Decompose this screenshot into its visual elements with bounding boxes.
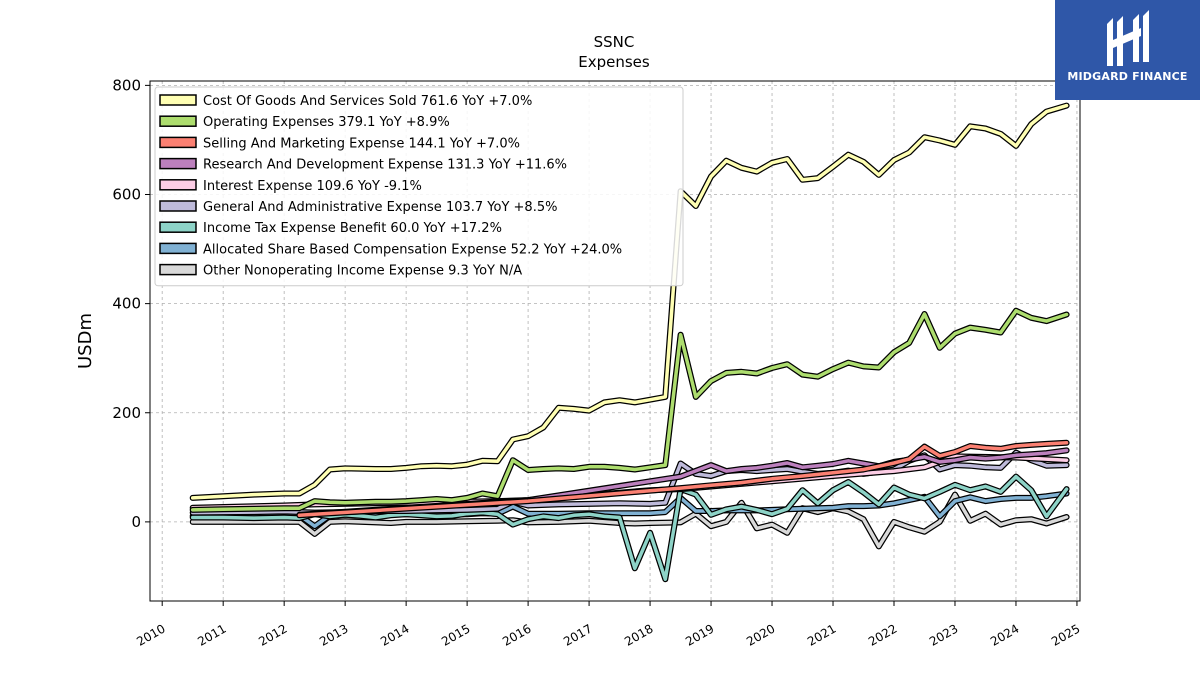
series-lines xyxy=(189,102,1070,583)
x-tick-label: 2014 xyxy=(378,621,411,648)
y-tick-label: 0 xyxy=(131,513,141,531)
chart-title: SSNC xyxy=(594,33,635,51)
series-line xyxy=(189,102,1070,501)
legend-label: Interest Expense 109.6 YoY -9.1% xyxy=(203,179,422,194)
plot-frame xyxy=(149,80,1081,602)
x-tick-label: 2025 xyxy=(1049,621,1082,648)
series-line-stroke xyxy=(190,103,1069,500)
legend-item: Operating Expenses 379.1 YoY +8.9% xyxy=(159,115,450,130)
x-tick-label: 2020 xyxy=(744,621,777,648)
legend-label: Income Tax Expense Benefit 60.0 YoY +17.… xyxy=(203,221,502,236)
series-line-stroke xyxy=(190,474,1069,581)
series-line xyxy=(189,473,1070,583)
y-axis-label: USDm xyxy=(75,313,96,369)
legend-item: Income Tax Expense Benefit 60.0 YoY +17.… xyxy=(159,221,502,236)
legend-label: Other Nonoperating Income Expense 9.3 Yo… xyxy=(203,264,522,279)
legend-swatch xyxy=(159,263,197,276)
legend-item: Selling And Marketing Expense 144.1 YoY … xyxy=(159,136,520,151)
legend-box xyxy=(154,86,684,287)
legend-label: Research And Development Expense 131.3 Y… xyxy=(203,158,567,173)
legend-swatch xyxy=(159,221,197,233)
x-tick-label: 2016 xyxy=(500,621,533,648)
legend-label: Allocated Share Based Compensation Expen… xyxy=(203,242,622,257)
series-line-stroke xyxy=(297,441,1069,518)
legend-swatch xyxy=(159,200,197,212)
legend: Cost Of Goods And Services Sold 761.6 Yo… xyxy=(154,86,684,287)
x-tick-label: 2012 xyxy=(256,621,289,648)
x-tick-label: 2022 xyxy=(866,621,899,648)
brand-name: MIDGARD FINANCE xyxy=(1067,70,1188,83)
legend-swatch xyxy=(159,157,197,170)
brand-logo: MIDGARD FINANCE xyxy=(1055,0,1200,100)
x-tick-label: 2021 xyxy=(805,621,838,648)
legend-item: Cost Of Goods And Services Sold 761.6 Yo… xyxy=(159,94,532,109)
x-tick-label: 2024 xyxy=(988,621,1021,648)
x-tick-label: 2018 xyxy=(622,621,655,648)
legend-label: Cost Of Goods And Services Sold 761.6 Yo… xyxy=(203,94,532,109)
legend-item: General And Administrative Expense 103.7… xyxy=(159,200,557,215)
x-tick-label: 2013 xyxy=(317,621,350,648)
y-tick-label: 200 xyxy=(112,404,141,422)
legend-swatch xyxy=(159,242,197,255)
brand-mark-icon xyxy=(1107,10,1149,66)
chart-subtitle: Expenses xyxy=(578,53,650,71)
series-line xyxy=(296,439,1070,519)
legend-item: Research And Development Expense 131.3 Y… xyxy=(159,157,567,173)
legend-swatch xyxy=(159,136,197,149)
legend-item: Interest Expense 109.6 YoY -9.1% xyxy=(159,179,422,194)
y-tick-label: 600 xyxy=(112,185,141,203)
legend-swatch xyxy=(159,179,197,191)
legend-label: Selling And Marketing Expense 144.1 YoY … xyxy=(203,136,520,151)
x-tick-label: 2010 xyxy=(134,621,167,648)
legend-item: Other Nonoperating Income Expense 9.3 Yo… xyxy=(159,263,522,279)
legend-swatch xyxy=(159,94,197,106)
series-line xyxy=(189,307,1070,513)
legend-label: Operating Expenses 379.1 YoY +8.9% xyxy=(203,115,450,130)
legend-swatch xyxy=(159,115,197,127)
x-tick-label: 2023 xyxy=(927,621,960,648)
y-tick-label: 400 xyxy=(112,295,141,313)
legend-item: Allocated Share Based Compensation Expen… xyxy=(159,242,622,257)
series-line xyxy=(296,447,1070,518)
series-line-stroke xyxy=(190,308,1069,512)
x-tick-label: 2017 xyxy=(561,621,594,648)
x-tick-label: 2019 xyxy=(683,621,716,648)
legend-label: General And Administrative Expense 103.7… xyxy=(203,200,557,215)
x-tick-label: 2015 xyxy=(439,621,472,648)
series-line-stroke xyxy=(297,448,1069,517)
x-tick-label: 2011 xyxy=(195,621,228,648)
y-tick-label: 800 xyxy=(112,76,141,94)
